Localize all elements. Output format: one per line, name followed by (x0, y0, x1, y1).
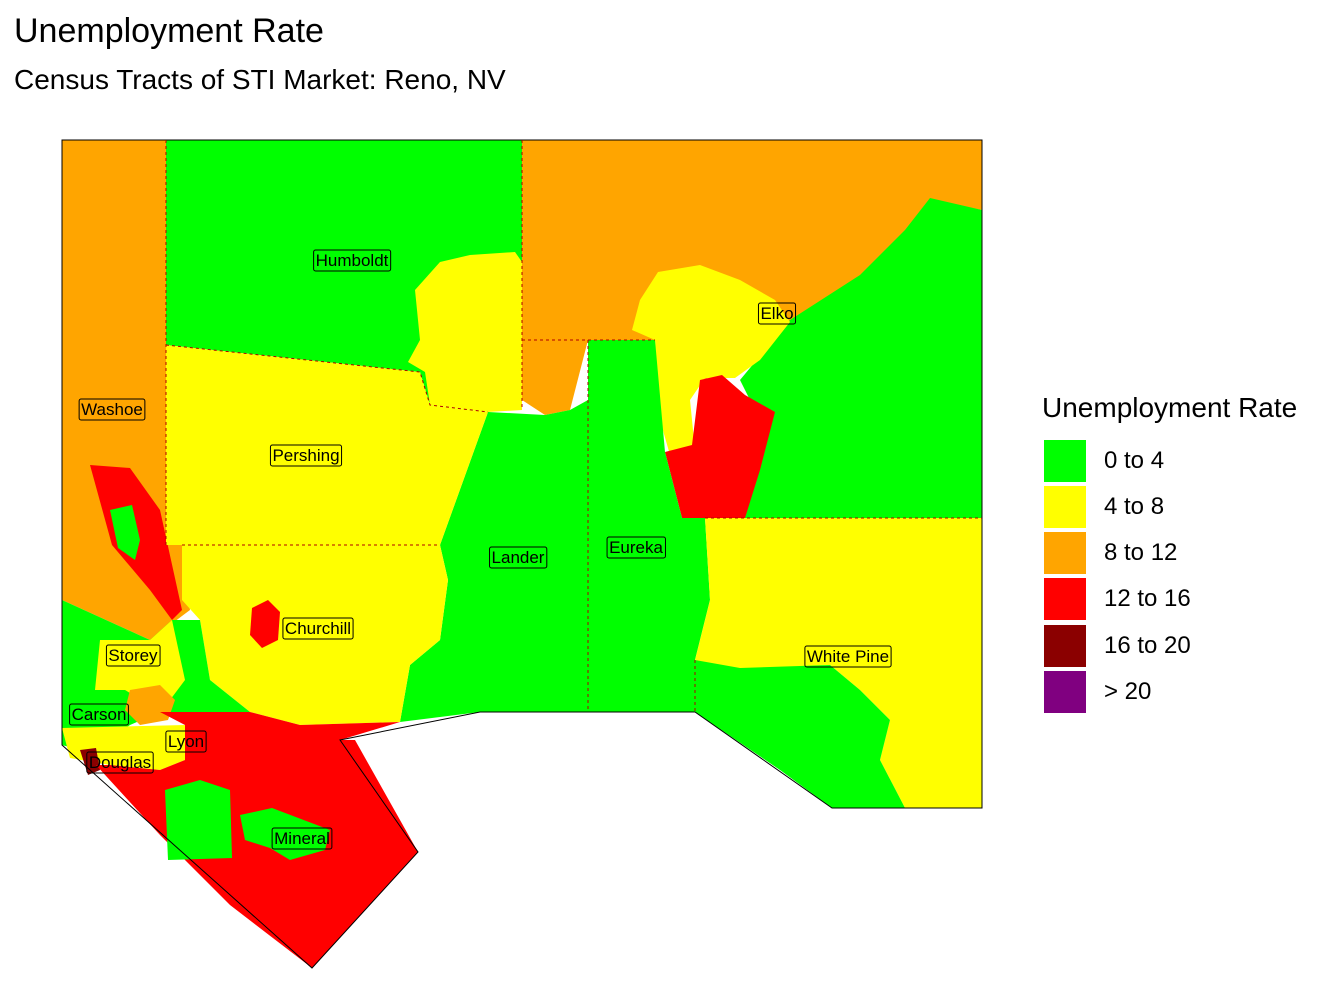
county-label-text: Lyon (168, 732, 204, 751)
county-label-box (271, 827, 333, 850)
census-tract-regions (61, 139, 983, 969)
tract-douglas-darkred (80, 748, 100, 775)
county-label-box (86, 751, 154, 774)
legend-item: 16 to 20 (1042, 623, 1332, 669)
county-label-box (69, 703, 129, 726)
county-label-lyon: Lyon (165, 730, 207, 753)
tract-mineral-green-2 (240, 808, 330, 860)
county-label-lander: Lander (489, 546, 548, 569)
county-label-humboldt: Humboldt (313, 249, 392, 272)
tract-white-pine-green (695, 660, 905, 808)
legend-swatch (1044, 671, 1086, 713)
tract-humboldt-yellow (408, 252, 522, 412)
county-label-box (606, 536, 666, 559)
map-outline (61, 139, 983, 969)
legend-label: 16 to 20 (1104, 632, 1191, 659)
county-label-white-pine: White Pine (804, 645, 892, 668)
tract-elko-yellow (632, 265, 790, 455)
county-label-box (78, 398, 146, 421)
map-subtitle: Census Tracts of STI Market: Reno, NV (14, 64, 506, 95)
tract-lander (400, 400, 588, 722)
county-label-text: Storey (108, 646, 158, 665)
legend-item: 8 to 12 (1042, 530, 1332, 576)
legend-label: 12 to 16 (1104, 585, 1191, 612)
tract-white-pine (695, 518, 982, 808)
county-label-text: Carson (72, 705, 127, 724)
county-label-box (282, 617, 354, 640)
county-label-text: Pershing (272, 446, 339, 465)
tract-mineral-green-1 (165, 780, 232, 860)
legend-title: Unemployment Rate (1042, 392, 1298, 423)
tract-storey-yellow (95, 620, 185, 705)
county-label-churchill: Churchill (282, 617, 354, 640)
tract-eureka (588, 340, 710, 712)
county-label-storey: Storey (105, 644, 161, 667)
county-label-text: Elko (760, 304, 793, 323)
legend-swatch (1044, 532, 1086, 574)
county-label-text: Washoe (81, 400, 143, 419)
legend-swatch (1044, 486, 1086, 528)
legend-swatch (1044, 625, 1086, 667)
tract-churchill (182, 545, 448, 725)
legend: Unemployment Rate 0 to 4 4 to 8 8 to 12 … (1042, 390, 1342, 713)
legend-item: 0 to 4 (1042, 438, 1332, 484)
tract-elko-orange (522, 140, 982, 415)
county-label-text: White Pine (807, 647, 889, 666)
county-label-elko: Elko (757, 302, 797, 325)
legend-label: > 20 (1104, 678, 1152, 705)
county-label-box (105, 644, 161, 667)
tract-elko-green (705, 198, 982, 518)
legend-item: > 20 (1042, 669, 1332, 715)
tract-churchill-red (250, 600, 280, 648)
county-label-douglas: Douglas (86, 751, 154, 774)
county-label-text: Douglas (89, 753, 151, 772)
tract-washoe-green-spot (110, 505, 140, 560)
county-label-box (489, 546, 548, 569)
county-label-text: Lander (492, 548, 545, 567)
county-label-text: Humboldt (316, 251, 389, 270)
county-labels: Humboldt Elko Washoe Pershing Lander Eureka Ch… (69, 249, 892, 850)
county-label-eureka: Eureka (606, 536, 666, 559)
legend-item: 4 to 8 (1042, 484, 1332, 530)
county-label-text: Eureka (609, 538, 663, 557)
legend-label: 0 to 4 (1104, 447, 1165, 474)
county-label-box (269, 444, 343, 467)
county-boundaries (165, 140, 982, 712)
tract-carson-orange (125, 685, 175, 725)
legend-swatch (1044, 440, 1086, 482)
legend-label: 8 to 12 (1104, 539, 1178, 566)
county-label-box (757, 302, 797, 325)
map-title: Unemployment Rate (14, 12, 324, 50)
county-label-box (165, 730, 207, 753)
legend-label: 4 to 8 (1104, 493, 1165, 520)
legend-item: 12 to 16 (1042, 576, 1332, 622)
county-label-mineral: Mineral (271, 827, 333, 850)
county-label-text: Churchill (285, 619, 351, 638)
county-label-box (313, 249, 392, 272)
tract-elko-red (665, 375, 775, 518)
county-label-box (804, 645, 892, 668)
county-label-pershing: Pershing (269, 444, 343, 467)
county-label-carson: Carson (69, 703, 129, 726)
legend-swatch (1044, 578, 1086, 620)
county-label-text: Mineral (274, 829, 330, 848)
county-label-washoe: Washoe (78, 398, 146, 421)
